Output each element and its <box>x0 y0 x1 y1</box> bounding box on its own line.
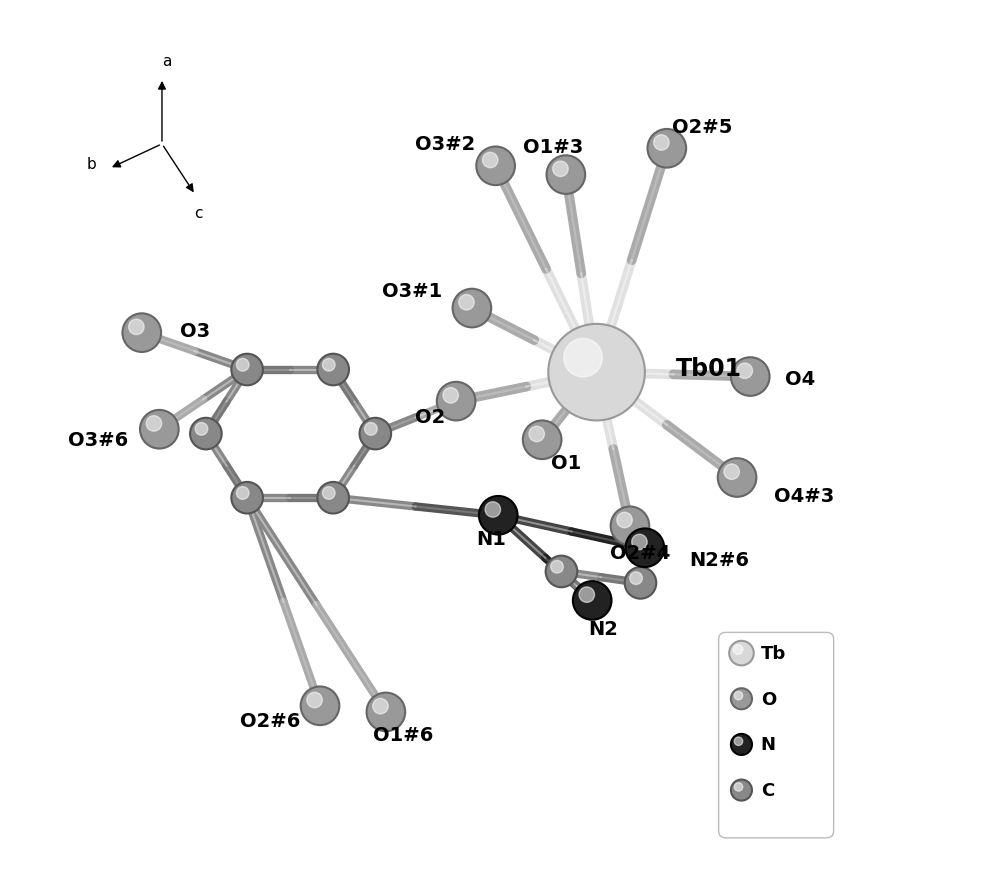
Circle shape <box>317 354 349 386</box>
Circle shape <box>443 389 458 403</box>
Circle shape <box>122 314 161 353</box>
Circle shape <box>373 699 388 714</box>
Text: O3#2: O3#2 <box>415 135 476 154</box>
Circle shape <box>437 382 475 421</box>
Circle shape <box>632 535 647 550</box>
Circle shape <box>360 418 391 450</box>
Circle shape <box>367 693 405 731</box>
Circle shape <box>551 560 563 574</box>
Circle shape <box>322 487 335 500</box>
Circle shape <box>611 507 649 545</box>
Text: N: N <box>761 736 776 753</box>
Text: c: c <box>195 205 203 221</box>
Circle shape <box>482 153 498 168</box>
Text: O3: O3 <box>180 322 210 341</box>
Circle shape <box>630 572 642 585</box>
Circle shape <box>231 354 263 386</box>
Text: O4: O4 <box>785 369 816 389</box>
Text: O1#6: O1#6 <box>373 725 434 745</box>
Text: O: O <box>761 690 776 708</box>
Circle shape <box>617 513 632 528</box>
Text: O2#5: O2#5 <box>672 118 732 137</box>
Circle shape <box>564 339 602 377</box>
Circle shape <box>231 482 263 514</box>
Circle shape <box>573 581 612 620</box>
Text: N2: N2 <box>589 619 619 638</box>
Text: N2#6: N2#6 <box>689 550 749 569</box>
Text: O1: O1 <box>551 453 581 473</box>
Text: a: a <box>162 53 171 69</box>
Text: Tb01: Tb01 <box>676 356 742 381</box>
Text: C: C <box>761 781 774 799</box>
Text: O4#3: O4#3 <box>774 486 834 505</box>
Circle shape <box>479 496 518 535</box>
Circle shape <box>190 418 222 450</box>
Circle shape <box>731 780 752 801</box>
Text: N1: N1 <box>476 530 506 549</box>
Text: Tb: Tb <box>761 645 786 662</box>
Circle shape <box>718 459 756 497</box>
Text: O2#6: O2#6 <box>240 711 300 731</box>
Text: O3#6: O3#6 <box>68 431 128 450</box>
Circle shape <box>523 421 561 460</box>
Text: O2#4: O2#4 <box>610 543 671 562</box>
Circle shape <box>733 645 743 654</box>
Circle shape <box>140 410 179 449</box>
Circle shape <box>731 688 752 709</box>
Circle shape <box>307 693 322 708</box>
Circle shape <box>625 567 656 599</box>
Circle shape <box>529 427 544 442</box>
Text: O3#1: O3#1 <box>382 282 442 301</box>
Circle shape <box>317 482 349 514</box>
Circle shape <box>547 156 585 195</box>
Circle shape <box>553 162 568 177</box>
Circle shape <box>301 687 339 725</box>
Text: b: b <box>87 156 97 172</box>
Circle shape <box>476 147 515 186</box>
Circle shape <box>195 423 208 436</box>
Circle shape <box>734 692 743 700</box>
Circle shape <box>546 556 577 588</box>
Circle shape <box>724 465 739 480</box>
Circle shape <box>734 738 743 745</box>
Circle shape <box>579 588 595 602</box>
Circle shape <box>236 359 249 372</box>
Circle shape <box>459 296 474 310</box>
Circle shape <box>548 324 645 421</box>
Circle shape <box>648 130 686 168</box>
Circle shape <box>626 529 664 567</box>
Text: O2: O2 <box>415 407 445 426</box>
FancyBboxPatch shape <box>719 632 834 838</box>
Circle shape <box>731 734 752 755</box>
Circle shape <box>453 289 491 328</box>
Circle shape <box>146 417 162 431</box>
Circle shape <box>322 359 335 372</box>
Circle shape <box>734 783 743 791</box>
Text: O1#3: O1#3 <box>523 138 583 157</box>
Circle shape <box>654 136 669 151</box>
Circle shape <box>729 641 754 666</box>
Circle shape <box>485 503 501 517</box>
Circle shape <box>731 358 770 396</box>
Circle shape <box>236 487 249 500</box>
Circle shape <box>129 320 144 335</box>
Circle shape <box>737 364 753 379</box>
Circle shape <box>365 423 377 436</box>
